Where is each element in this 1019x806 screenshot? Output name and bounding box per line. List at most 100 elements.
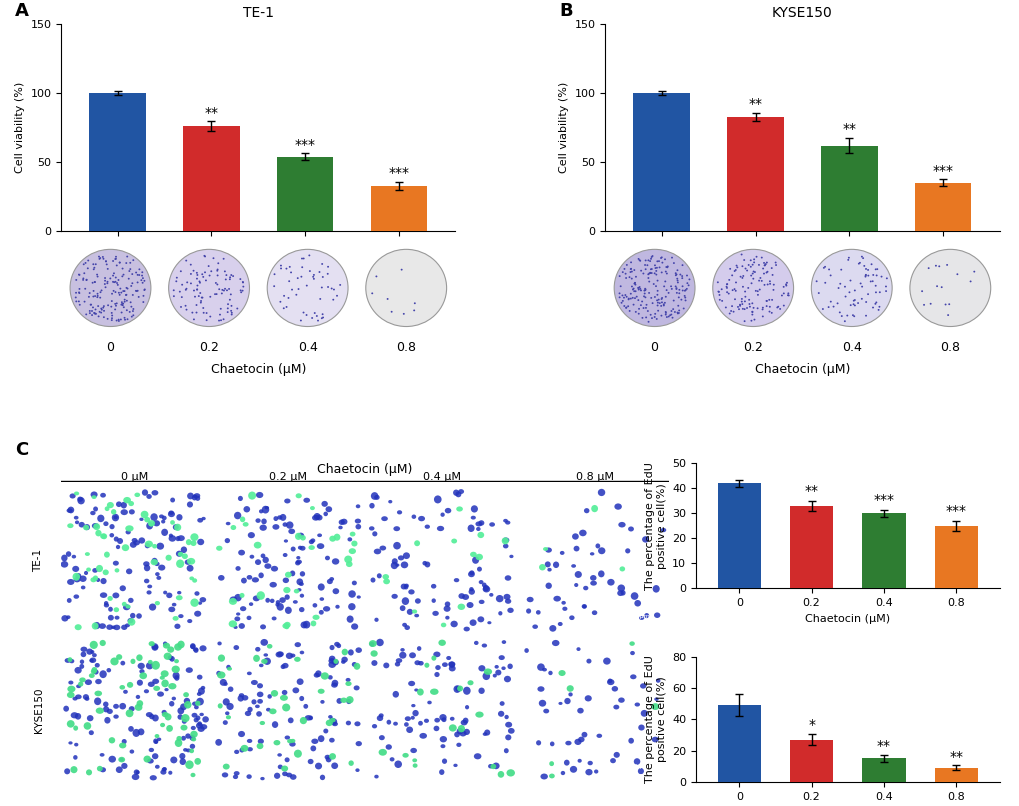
- Ellipse shape: [303, 497, 310, 503]
- Ellipse shape: [252, 577, 259, 583]
- Ellipse shape: [184, 559, 191, 565]
- Ellipse shape: [470, 516, 476, 520]
- Ellipse shape: [467, 525, 474, 532]
- Circle shape: [214, 293, 216, 295]
- Circle shape: [674, 285, 676, 287]
- Circle shape: [787, 294, 788, 296]
- Circle shape: [650, 297, 651, 299]
- Ellipse shape: [504, 599, 511, 604]
- Circle shape: [114, 258, 116, 260]
- Ellipse shape: [121, 739, 126, 744]
- Circle shape: [864, 268, 866, 270]
- Ellipse shape: [296, 559, 302, 564]
- Circle shape: [681, 285, 683, 287]
- Ellipse shape: [810, 249, 892, 326]
- Ellipse shape: [524, 648, 528, 653]
- Ellipse shape: [194, 705, 199, 709]
- Ellipse shape: [128, 501, 133, 506]
- Circle shape: [84, 301, 86, 302]
- Ellipse shape: [405, 717, 411, 721]
- Circle shape: [115, 302, 117, 305]
- Ellipse shape: [201, 686, 205, 690]
- Ellipse shape: [310, 538, 315, 542]
- Circle shape: [648, 260, 650, 262]
- Ellipse shape: [94, 697, 101, 705]
- Ellipse shape: [386, 720, 391, 725]
- Ellipse shape: [90, 650, 95, 654]
- Ellipse shape: [91, 577, 97, 582]
- Ellipse shape: [180, 704, 186, 710]
- Circle shape: [829, 301, 830, 302]
- Ellipse shape: [106, 625, 113, 630]
- Ellipse shape: [78, 522, 85, 527]
- Ellipse shape: [262, 557, 269, 563]
- Circle shape: [650, 256, 652, 258]
- Ellipse shape: [100, 492, 106, 497]
- Ellipse shape: [382, 574, 388, 580]
- Ellipse shape: [130, 659, 136, 664]
- Text: Chaetocin (μM): Chaetocin (μM): [211, 364, 306, 376]
- Circle shape: [99, 257, 101, 259]
- Circle shape: [386, 298, 388, 300]
- Circle shape: [680, 299, 682, 301]
- Ellipse shape: [427, 700, 431, 704]
- Bar: [861, 513, 905, 588]
- Circle shape: [117, 279, 119, 281]
- Circle shape: [662, 305, 664, 306]
- Circle shape: [634, 297, 635, 299]
- Circle shape: [96, 274, 98, 276]
- Circle shape: [733, 289, 735, 290]
- Ellipse shape: [183, 698, 190, 704]
- Ellipse shape: [260, 625, 266, 629]
- Ellipse shape: [616, 584, 625, 592]
- Circle shape: [848, 291, 850, 293]
- Ellipse shape: [149, 604, 156, 611]
- Text: 0.2: 0.2: [199, 341, 219, 354]
- Circle shape: [761, 268, 763, 269]
- Ellipse shape: [193, 647, 199, 651]
- Ellipse shape: [289, 742, 296, 746]
- Ellipse shape: [161, 679, 168, 688]
- Ellipse shape: [139, 538, 145, 544]
- Circle shape: [106, 282, 108, 285]
- Ellipse shape: [431, 598, 435, 603]
- Ellipse shape: [275, 600, 280, 604]
- Ellipse shape: [501, 538, 508, 543]
- Ellipse shape: [154, 562, 159, 566]
- Ellipse shape: [404, 625, 410, 630]
- Circle shape: [625, 306, 627, 309]
- Ellipse shape: [597, 488, 604, 496]
- Ellipse shape: [548, 774, 554, 779]
- Circle shape: [849, 304, 851, 306]
- Ellipse shape: [175, 595, 182, 600]
- Ellipse shape: [144, 755, 151, 762]
- Circle shape: [843, 286, 845, 288]
- Circle shape: [89, 312, 91, 314]
- Circle shape: [642, 296, 644, 297]
- Circle shape: [671, 317, 673, 318]
- Circle shape: [678, 310, 680, 311]
- Ellipse shape: [160, 675, 165, 679]
- Circle shape: [317, 320, 319, 322]
- Circle shape: [125, 287, 127, 289]
- Ellipse shape: [535, 610, 540, 615]
- Circle shape: [144, 280, 146, 282]
- Circle shape: [111, 319, 113, 321]
- Circle shape: [173, 295, 174, 297]
- Circle shape: [727, 293, 729, 294]
- Ellipse shape: [119, 758, 123, 762]
- Ellipse shape: [146, 663, 153, 670]
- Ellipse shape: [370, 650, 377, 657]
- Ellipse shape: [257, 692, 263, 697]
- Ellipse shape: [149, 641, 155, 646]
- Ellipse shape: [332, 588, 339, 594]
- Circle shape: [660, 301, 662, 303]
- Circle shape: [634, 284, 636, 285]
- Circle shape: [972, 271, 974, 272]
- Circle shape: [718, 299, 720, 301]
- Circle shape: [878, 291, 880, 293]
- Circle shape: [739, 304, 740, 305]
- Ellipse shape: [497, 711, 503, 717]
- Ellipse shape: [340, 519, 347, 525]
- Ellipse shape: [345, 561, 353, 567]
